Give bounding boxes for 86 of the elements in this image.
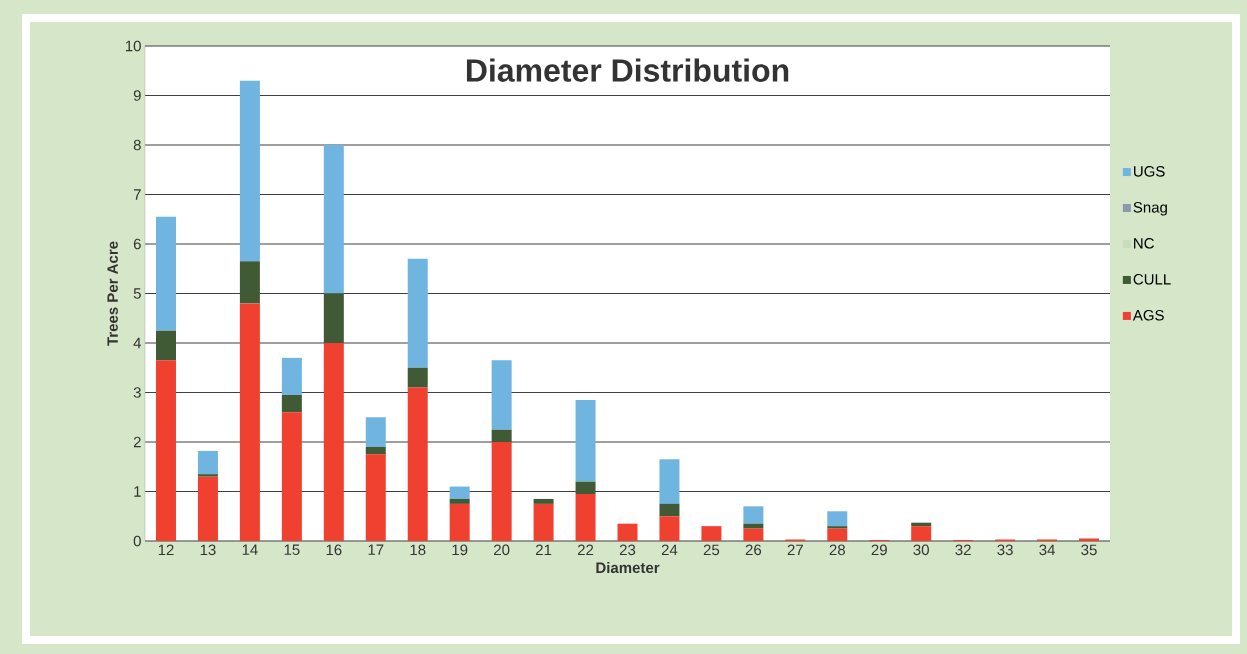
- bar: [575, 399, 596, 482]
- x-tick-label: 21: [536, 544, 552, 556]
- x-tick-label: 32: [955, 544, 971, 556]
- bar: [407, 258, 428, 368]
- bar: [575, 493, 596, 541]
- y-tick-label: 2: [133, 436, 141, 448]
- bar: [323, 343, 344, 541]
- y-tick-label: 0: [133, 535, 141, 547]
- x-tick-label: 27: [787, 544, 803, 556]
- bar: [239, 261, 260, 304]
- bar: [449, 503, 470, 541]
- bar: [281, 357, 302, 395]
- bar: [197, 450, 218, 475]
- x-tick-label: 19: [452, 544, 468, 556]
- bar: [323, 145, 344, 294]
- y-tick-label: 3: [133, 387, 141, 398]
- bar: [449, 486, 470, 499]
- y-tick-label: 7: [133, 189, 141, 200]
- bar: [239, 303, 260, 541]
- bar: [659, 516, 680, 541]
- bar: [617, 523, 638, 541]
- bar: [155, 330, 176, 361]
- x-tick-label: 14: [242, 544, 258, 555]
- x-tick-label: 15: [284, 544, 300, 555]
- legend-label: CULL: [1133, 273, 1171, 285]
- bar: [911, 526, 932, 541]
- bar: [827, 511, 848, 527]
- bar: [491, 442, 512, 541]
- y-tick-label: 8: [133, 139, 141, 151]
- x-axis-title: Diameter: [596, 562, 660, 574]
- y-tick-label: 1: [134, 486, 141, 497]
- bar: [365, 454, 386, 541]
- legend-label: Snag: [1133, 202, 1167, 216]
- bar: [533, 503, 554, 541]
- x-tick-label: 17: [368, 544, 384, 555]
- x-tick-label: 18: [410, 544, 426, 556]
- bar: [533, 498, 554, 504]
- bar: [743, 528, 764, 541]
- bar: [659, 503, 680, 517]
- x-tick-label: 26: [745, 544, 762, 556]
- bar: [407, 387, 428, 541]
- legend-label: AGS: [1132, 309, 1164, 321]
- chart-title: Diameter Distribution: [466, 58, 789, 82]
- bar: [155, 360, 176, 541]
- legend-label: NC: [1134, 238, 1154, 249]
- y-axis-title: Trees Per Acre: [107, 241, 118, 346]
- bar: [827, 528, 848, 541]
- bar: [827, 526, 848, 529]
- x-tick-label: 22: [577, 544, 594, 556]
- x-tick-label: 25: [703, 544, 720, 556]
- y-tick-label: 10: [125, 40, 141, 52]
- bar: [365, 446, 386, 455]
- x-tick-label: 33: [997, 544, 1013, 556]
- x-tick-label: 35: [1081, 544, 1097, 556]
- x-tick-label: 12: [158, 544, 174, 556]
- bar: [575, 481, 596, 494]
- y-tick-label: 9: [133, 90, 141, 101]
- bar: [743, 523, 764, 529]
- bar: [365, 417, 386, 447]
- y-tick-label: 4: [133, 337, 142, 349]
- bar: [197, 476, 218, 541]
- x-tick-label: 24: [661, 544, 678, 556]
- bar: [491, 429, 512, 442]
- x-tick-label: 30: [913, 544, 929, 556]
- bar: [155, 216, 176, 331]
- bar: [491, 360, 512, 430]
- x-tick-label: 29: [871, 544, 887, 556]
- x-tick-label: 28: [829, 544, 845, 556]
- legend-label: UGS: [1134, 166, 1165, 177]
- x-tick-label: 23: [619, 544, 636, 556]
- x-tick-label: 16: [326, 544, 342, 556]
- y-tick-label: 6: [133, 238, 141, 250]
- x-tick-label: 34: [1039, 544, 1055, 556]
- x-tick-label: 13: [200, 544, 216, 556]
- bar: [449, 498, 470, 504]
- x-tick-label: 20: [494, 544, 510, 556]
- bar: [407, 367, 428, 388]
- y-tick-label: 5: [133, 288, 141, 299]
- bar: [281, 394, 302, 413]
- bar: [239, 80, 260, 262]
- bar: [659, 459, 680, 504]
- bar: [281, 412, 302, 541]
- bar: [197, 474, 218, 477]
- bar: [323, 293, 344, 343]
- bar: [701, 526, 722, 541]
- bar: [743, 506, 764, 524]
